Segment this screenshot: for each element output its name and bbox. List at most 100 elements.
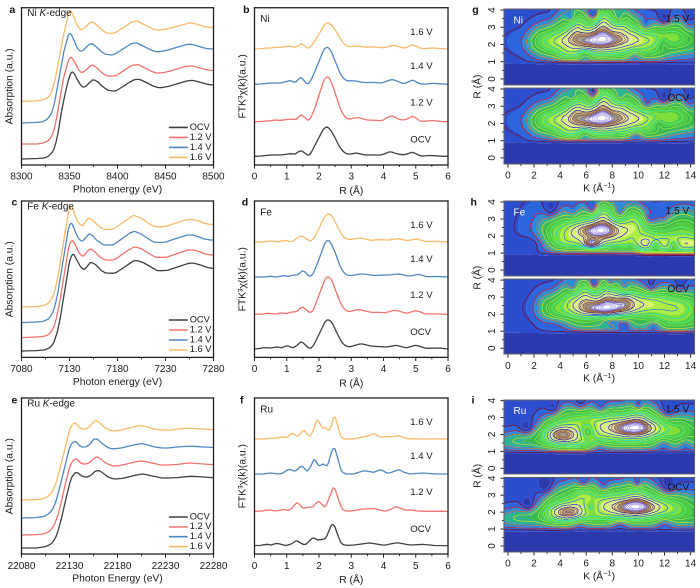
svg-text:c: c — [12, 197, 18, 209]
svg-text:2: 2 — [487, 509, 498, 515]
svg-text:8400: 8400 — [106, 172, 129, 183]
svg-text:2: 2 — [487, 311, 498, 317]
svg-text:K ( Å: K ( Å ) − 1 — [583, 365, 619, 386]
svg-text:6: 6 — [445, 561, 451, 572]
svg-text:d: d — [242, 197, 248, 209]
svg-text:g: g — [472, 4, 478, 16]
svg-text:22180: 22180 — [104, 561, 132, 572]
svg-text:7180: 7180 — [106, 364, 129, 375]
svg-text:1: 1 — [284, 561, 290, 572]
svg-text:3: 3 — [487, 24, 498, 30]
svg-text:OCV: OCV — [667, 284, 689, 295]
svg-text:8500: 8500 — [202, 172, 225, 183]
svg-text:1: 1 — [487, 58, 498, 64]
svg-text:4: 4 — [487, 199, 498, 205]
svg-text:3: 3 — [487, 103, 498, 109]
svg-text:0: 0 — [487, 76, 498, 82]
svg-text:1: 1 — [487, 448, 498, 454]
svg-text:4: 4 — [557, 559, 563, 570]
svg-text:4: 4 — [487, 7, 498, 13]
svg-text:OCV: OCV — [190, 314, 211, 324]
svg-text:22230: 22230 — [152, 561, 180, 572]
svg-text:2: 2 — [487, 41, 498, 47]
svg-text:8350: 8350 — [58, 172, 81, 183]
svg-text:OCV: OCV — [410, 135, 431, 146]
svg-text:4: 4 — [487, 86, 498, 92]
svg-text:FTK³χ(k)(a.u.): FTK³χ(k)(a.u.) — [237, 54, 248, 118]
svg-text:8: 8 — [610, 171, 616, 182]
svg-text:1.2 V: 1.2 V — [410, 97, 433, 108]
svg-text:Absorption (a.u.): Absorption (a.u.) — [4, 241, 15, 317]
svg-text:0: 0 — [487, 267, 498, 273]
svg-text:6: 6 — [583, 361, 589, 372]
svg-text:1.5 V: 1.5 V — [666, 206, 690, 217]
svg-text:0: 0 — [505, 361, 511, 372]
svg-text:K ( Å: K ( Å ) − 1 — [583, 563, 619, 584]
svg-text:3: 3 — [348, 172, 354, 183]
svg-text:R (Å): R (Å) — [470, 266, 483, 290]
svg-text:4: 4 — [557, 171, 563, 182]
svg-text:0: 0 — [252, 364, 258, 375]
svg-text:14: 14 — [685, 171, 697, 182]
svg-text:R u -: R u - e d g e K — [27, 393, 79, 410]
svg-text:OCV: OCV — [190, 122, 211, 132]
svg-text:2: 2 — [316, 561, 322, 572]
svg-text:f: f — [240, 394, 244, 406]
svg-text:7080: 7080 — [10, 364, 33, 375]
svg-text:FTK³χ(k)(a.u.): FTK³χ(k)(a.u.) — [237, 444, 248, 508]
svg-text:Ru: Ru — [514, 406, 527, 417]
svg-text:7280: 7280 — [202, 364, 225, 375]
svg-text:2: 2 — [487, 120, 498, 126]
svg-text:2: 2 — [316, 172, 322, 183]
svg-text:1.5 V: 1.5 V — [666, 405, 690, 416]
svg-text:R (Å): R (Å) — [339, 376, 363, 389]
svg-text:1.4 V: 1.4 V — [410, 61, 433, 72]
svg-text:1.6 V: 1.6 V — [410, 417, 433, 428]
svg-text:OCV: OCV — [410, 524, 431, 535]
svg-text:R (Å): R (Å) — [339, 184, 363, 197]
svg-text:6: 6 — [445, 364, 451, 375]
svg-text:Ni: Ni — [514, 16, 523, 27]
svg-text:2: 2 — [531, 559, 537, 570]
svg-text:1.6 V: 1.6 V — [410, 27, 433, 38]
svg-text:8: 8 — [610, 559, 616, 570]
svg-text:1.2 V: 1.2 V — [410, 487, 433, 498]
svg-text:5: 5 — [413, 364, 419, 375]
svg-text:1: 1 — [487, 250, 498, 256]
svg-text:1.2 V: 1.2 V — [190, 521, 213, 531]
svg-text:6: 6 — [445, 172, 451, 183]
svg-text:1.4 V: 1.4 V — [410, 254, 433, 265]
svg-text:8300: 8300 — [10, 172, 33, 183]
svg-text:h: h — [471, 197, 477, 209]
svg-text:K ( Å: K ( Å ) − 1 — [583, 175, 619, 196]
svg-text:12: 12 — [659, 171, 671, 182]
svg-text:3: 3 — [487, 492, 498, 498]
svg-text:e: e — [12, 394, 18, 406]
svg-text:1: 1 — [487, 526, 498, 532]
svg-text:22080: 22080 — [8, 561, 36, 572]
svg-text:1.2 V: 1.2 V — [190, 132, 213, 142]
svg-text:R (Å): R (Å) — [470, 464, 483, 488]
svg-text:6: 6 — [583, 171, 589, 182]
svg-text:Absorption (a.u.): Absorption (a.u.) — [4, 48, 15, 124]
svg-text:Absorption (a.u.): Absorption (a.u.) — [4, 438, 15, 514]
svg-text:4: 4 — [487, 277, 498, 283]
svg-text:8450: 8450 — [154, 172, 177, 183]
svg-text:2: 2 — [487, 233, 498, 239]
svg-text:FTK³χ(k)(a.u.): FTK³χ(k)(a.u.) — [237, 247, 248, 311]
svg-text:5: 5 — [413, 561, 419, 572]
svg-text:0: 0 — [487, 465, 498, 471]
svg-text:OCV: OCV — [667, 93, 689, 104]
svg-text:1.2 V: 1.2 V — [190, 324, 213, 334]
svg-text:4: 4 — [381, 172, 387, 183]
svg-text:14: 14 — [685, 559, 697, 570]
svg-text:a: a — [9, 4, 15, 16]
svg-text:4: 4 — [487, 397, 498, 403]
svg-text:10: 10 — [633, 171, 645, 182]
svg-text:4: 4 — [381, 561, 387, 572]
svg-text:R (Å): R (Å) — [339, 573, 363, 586]
svg-text:1.4 V: 1.4 V — [410, 451, 433, 462]
svg-text:0: 0 — [505, 171, 511, 182]
svg-text:22280: 22280 — [200, 561, 228, 572]
svg-text:3: 3 — [487, 294, 498, 300]
